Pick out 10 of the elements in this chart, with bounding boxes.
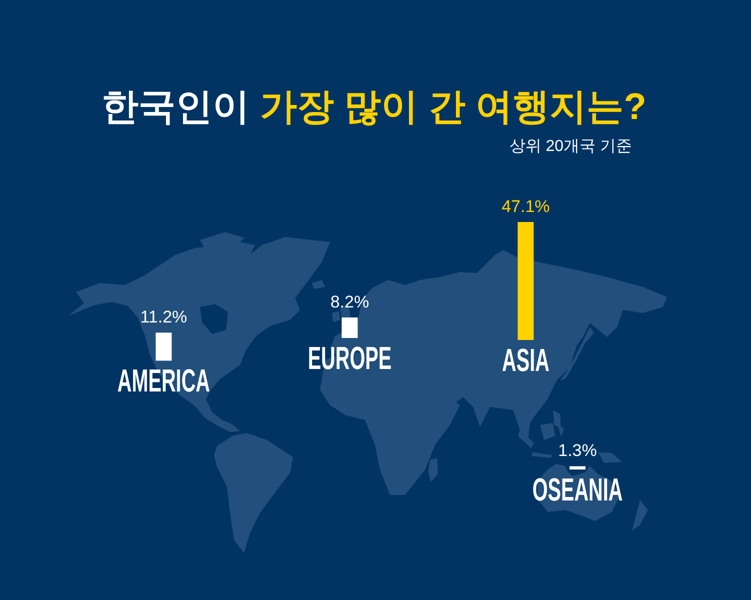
data-label: 47.1%	[502, 197, 550, 216]
title: 한국인이 가장 많이 간 여행지는?	[102, 86, 646, 127]
data-label: 11.2%	[140, 308, 188, 327]
category-label: AMERICA	[117, 362, 210, 399]
subtitle: 상위 20개국 기준	[509, 138, 632, 155]
data-label: 8.2%	[330, 292, 370, 312]
category-label: ASIA	[502, 342, 550, 378]
category-label: EUROPE	[308, 340, 392, 376]
data-label: 1.3%	[558, 441, 597, 460]
category-label: OSEANIA	[532, 472, 623, 508]
